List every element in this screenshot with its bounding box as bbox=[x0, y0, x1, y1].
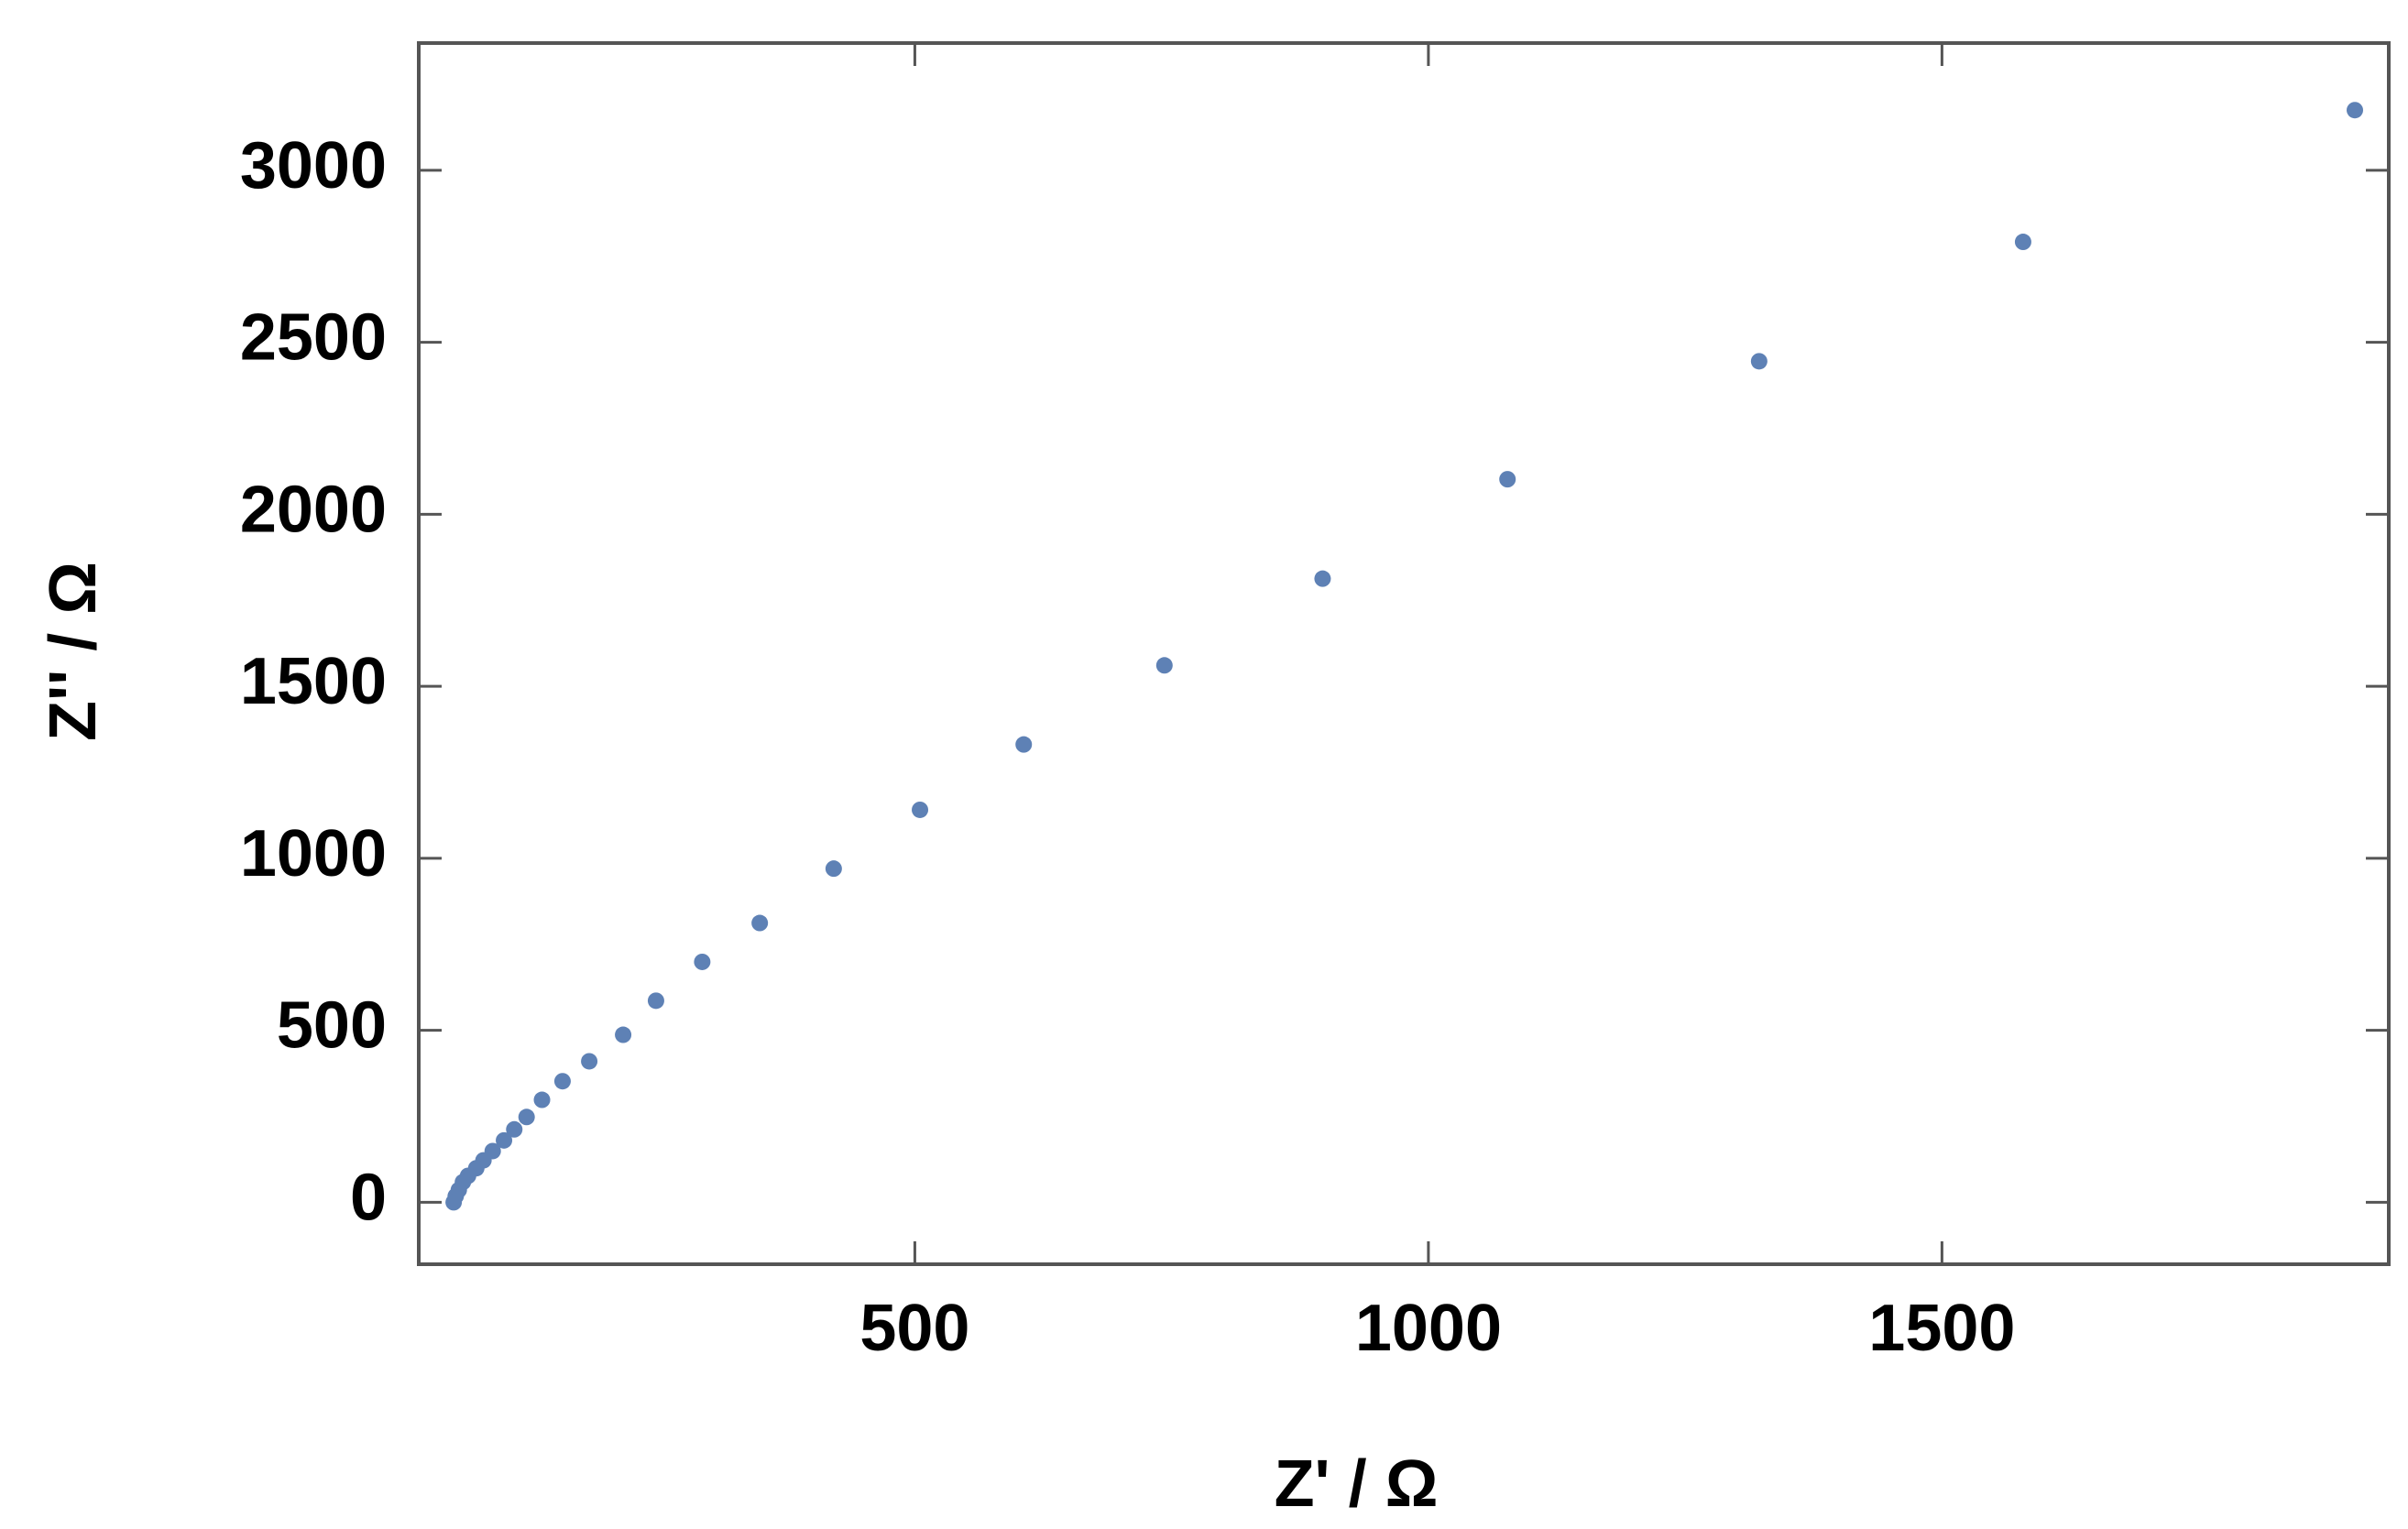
point bbox=[2347, 102, 2364, 119]
point bbox=[751, 914, 769, 932]
y-tick-label: 2500 bbox=[240, 301, 387, 375]
point bbox=[518, 1109, 535, 1126]
y-tick-label: 2000 bbox=[240, 473, 387, 546]
point bbox=[496, 1131, 513, 1149]
point bbox=[1015, 736, 1033, 753]
point bbox=[533, 1091, 551, 1109]
y-tick-label: 1000 bbox=[240, 817, 387, 890]
point bbox=[506, 1120, 523, 1138]
x-tick-label: 1000 bbox=[1355, 1292, 1502, 1365]
x-tick-label: 500 bbox=[859, 1292, 969, 1365]
point bbox=[1314, 570, 1331, 587]
x-axis-label: Z' / Ω bbox=[1275, 1447, 1439, 1521]
point bbox=[581, 1053, 598, 1070]
point bbox=[445, 1194, 463, 1211]
point bbox=[1750, 353, 1768, 370]
point bbox=[694, 953, 711, 970]
point bbox=[553, 1073, 571, 1090]
point bbox=[647, 992, 664, 1010]
point bbox=[615, 1026, 632, 1043]
y-tick-label: 3000 bbox=[240, 129, 387, 202]
y-tick-label: 1500 bbox=[240, 645, 387, 718]
point bbox=[1155, 657, 1173, 674]
y-axis-label: Z'' / Ω bbox=[37, 562, 110, 741]
plot-frame bbox=[417, 41, 2391, 1266]
point bbox=[2014, 234, 2031, 251]
x-tick-label: 1500 bbox=[1868, 1292, 2015, 1365]
y-tick-label: 0 bbox=[350, 1161, 387, 1234]
point bbox=[825, 860, 842, 878]
point bbox=[1499, 471, 1516, 488]
y-tick-label: 500 bbox=[277, 989, 387, 1063]
point bbox=[912, 801, 929, 818]
